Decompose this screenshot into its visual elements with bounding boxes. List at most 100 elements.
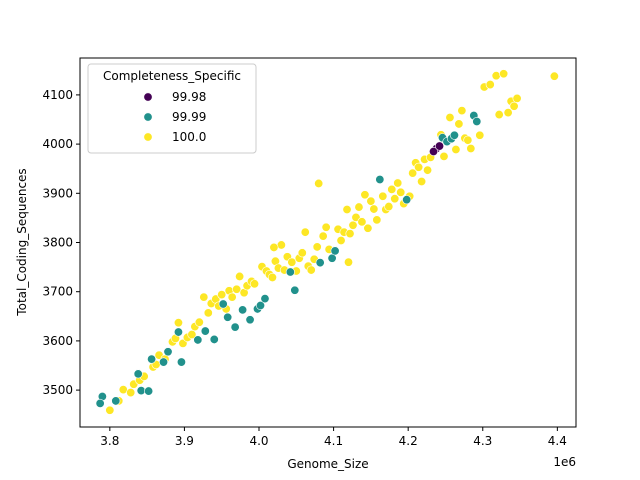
data-point	[360, 190, 370, 200]
y-tick-label: 3500	[42, 383, 73, 397]
data-point	[354, 202, 364, 212]
x-tick-label: 4.0	[249, 434, 268, 448]
data-point	[429, 146, 439, 156]
data-point	[345, 229, 355, 239]
data-point	[300, 227, 310, 237]
data-point	[475, 130, 485, 140]
data-point	[232, 284, 242, 294]
data-point	[451, 145, 461, 155]
data-point	[118, 385, 128, 395]
data-point	[330, 246, 340, 256]
data-point	[315, 258, 325, 268]
data-point	[393, 178, 403, 188]
data-point	[95, 398, 105, 408]
data-point	[342, 205, 352, 215]
data-point	[357, 217, 367, 227]
data-point	[499, 69, 509, 79]
data-point	[372, 215, 382, 225]
data-point	[512, 93, 522, 103]
data-point	[387, 184, 397, 194]
data-point	[306, 265, 316, 275]
legend-box	[87, 63, 257, 154]
data-point	[297, 248, 307, 258]
legend-entry-label: 99.98	[172, 90, 206, 104]
data-point	[133, 369, 143, 379]
data-point	[378, 191, 388, 201]
data-point	[159, 357, 169, 367]
x-tick-label: 4.1	[324, 434, 343, 448]
data-point	[348, 220, 358, 230]
data-point	[449, 130, 459, 140]
data-point	[193, 335, 203, 345]
x-tick-label: 4.4	[548, 434, 567, 448]
y-tick-label: 3600	[42, 334, 73, 348]
data-point	[549, 71, 559, 81]
data-point	[173, 327, 183, 337]
x-tick-label: 3.8	[100, 434, 119, 448]
data-point	[454, 119, 464, 129]
data-point	[285, 267, 295, 277]
data-point	[503, 108, 513, 118]
data-point	[245, 315, 255, 325]
data-point	[384, 202, 394, 212]
y-tick-label: 4100	[42, 88, 73, 102]
data-point	[321, 222, 331, 232]
data-point	[439, 151, 449, 161]
data-point	[312, 242, 322, 252]
data-point	[435, 141, 445, 151]
data-point	[396, 187, 406, 197]
data-point	[187, 330, 197, 340]
x-tick-label: 3.9	[175, 434, 194, 448]
points-layer	[95, 69, 559, 415]
data-point	[136, 386, 146, 396]
data-point	[423, 165, 433, 175]
data-point	[269, 242, 279, 252]
data-point	[223, 312, 233, 322]
data-point	[375, 175, 385, 185]
data-point	[463, 135, 473, 145]
data-point	[235, 271, 245, 281]
legend-marker	[143, 92, 153, 102]
y-axis: 3500 3600 3700 3800 3900 4000 4100	[42, 88, 80, 397]
data-point	[218, 299, 228, 309]
data-point	[173, 318, 183, 328]
data-point	[209, 334, 219, 344]
data-point	[199, 292, 209, 302]
data-point	[485, 80, 495, 90]
data-point	[230, 322, 240, 332]
data-point	[200, 326, 210, 336]
legend-entry-label: 99.99	[172, 110, 206, 124]
data-point	[147, 354, 157, 364]
data-point	[217, 290, 227, 300]
data-point	[111, 396, 121, 406]
data-point	[466, 144, 476, 154]
x-axis-offset-label: 1e6	[553, 455, 576, 469]
y-axis-label: Total_Coding_Sequences	[15, 168, 29, 316]
data-point	[445, 113, 455, 123]
legend-marker	[143, 112, 153, 122]
data-point	[163, 347, 173, 357]
legend-title: Completeness_Specific	[103, 69, 241, 83]
data-point	[105, 405, 115, 415]
x-axis-label: Genome_Size	[287, 457, 368, 471]
data-point	[344, 257, 354, 267]
data-point	[402, 195, 412, 205]
y-tick-label: 3700	[42, 285, 73, 299]
x-axis: 3.8 3.9 4.0 4.1 4.2 4.3 4.4	[100, 427, 567, 448]
data-point	[267, 272, 277, 282]
data-point	[126, 388, 136, 398]
legend: Completeness_Specific 99.98 99.99 100.0	[87, 63, 257, 154]
data-point	[287, 257, 297, 267]
data-point	[318, 231, 328, 241]
data-point	[255, 300, 265, 310]
data-point	[494, 110, 504, 120]
y-tick-label: 4000	[42, 137, 73, 151]
data-point	[414, 162, 424, 172]
x-tick-label: 4.2	[399, 434, 418, 448]
data-point	[260, 294, 270, 304]
legend-entry-label: 100.0	[172, 130, 206, 144]
data-point	[194, 317, 204, 327]
x-tick-label: 4.3	[473, 434, 492, 448]
data-point	[336, 236, 346, 246]
data-point	[227, 292, 237, 302]
